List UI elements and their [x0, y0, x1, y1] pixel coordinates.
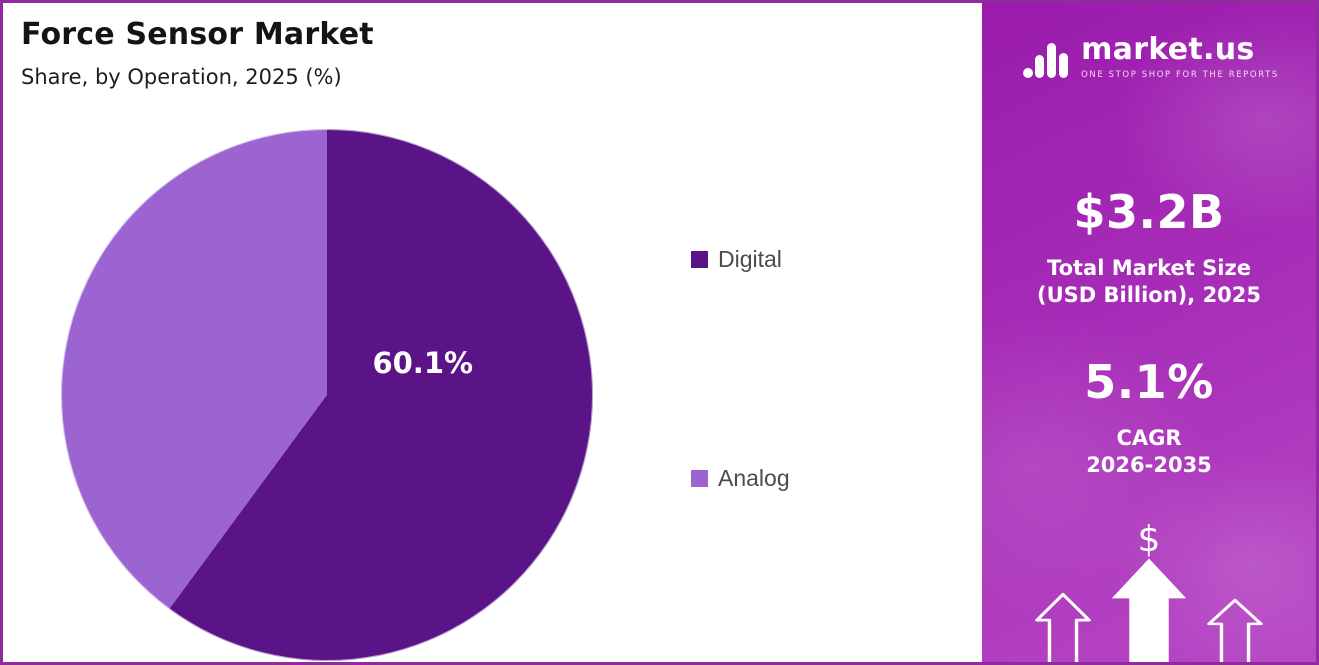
cagr-label: CAGR 2026-2035: [982, 425, 1316, 480]
market-size-stat: $3.2B Total Market Size (USD Billion), 2…: [982, 185, 1316, 310]
stats-sidebar: market.us ONE STOP SHOP FOR THE REPORTS …: [982, 3, 1316, 662]
market-size-label: Total Market Size (USD Billion), 2025: [982, 255, 1316, 310]
legend-label-analog: Analog: [718, 465, 790, 491]
market-size-label-line2: (USD Billion), 2025: [1036, 283, 1262, 308]
brand-logo: market.us ONE STOP SHOP FOR THE REPORTS: [982, 31, 1316, 83]
legend-swatch-digital-icon: [691, 251, 708, 268]
legend-item-digital: Digital: [691, 246, 790, 273]
market-size-label-line1: Total Market Size: [1047, 256, 1251, 280]
pie-chart: 60.1%: [61, 129, 593, 661]
cagr-label-line2: 2026-2035: [1086, 453, 1212, 478]
legend-swatch-analog-icon: [691, 470, 708, 487]
dollar-symbol: $: [1137, 519, 1161, 560]
cagr-stat: 5.1% CAGR 2026-2035: [982, 355, 1316, 480]
market-us-logo-icon: [1023, 43, 1069, 78]
pie-slice-label: 60.1%: [372, 346, 474, 381]
legend-label-digital: Digital: [718, 246, 782, 272]
logo-tagline: ONE STOP SHOP FOR THE REPORTS: [1081, 69, 1279, 80]
growth-arrows: [982, 558, 1316, 662]
page-title: Force Sensor Market: [21, 17, 374, 52]
cagr-value: 5.1%: [1084, 355, 1214, 409]
logo-text-block: market.us ONE STOP SHOP FOR THE REPORTS: [1081, 31, 1279, 80]
growth-arrow-middle-icon: [1112, 558, 1186, 662]
logo-brand-name: market.us: [1081, 31, 1255, 67]
growth-arrow-right-icon: [1207, 598, 1263, 662]
chart-legend: Digital Analog: [691, 246, 790, 492]
market-size-value: $3.2B: [1073, 185, 1225, 239]
page-subtitle: Share, by Operation, 2025 (%): [21, 65, 342, 89]
legend-item-analog: Analog: [691, 465, 790, 492]
cagr-label-line1: CAGR: [1116, 426, 1182, 450]
growth-arrow-left-icon: [1035, 592, 1091, 662]
